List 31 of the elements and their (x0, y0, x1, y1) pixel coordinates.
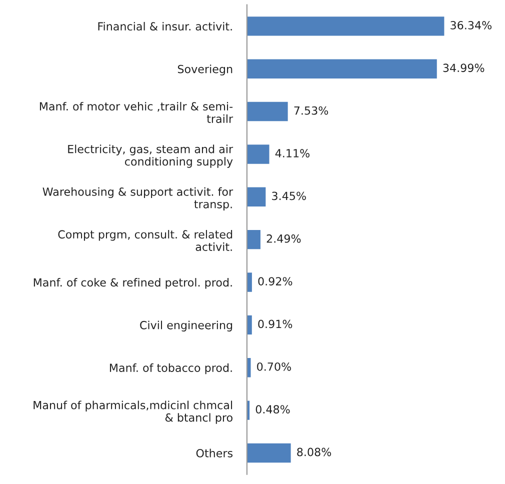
y-tick-label: Manf. of coke & refined petrol. prod. (34, 278, 232, 289)
y-tick-label: Manf. of tobacco prod. (110, 363, 232, 374)
bar (246, 59, 437, 78)
y-tick-label: Financial & insur. activit. (98, 22, 232, 31)
y-tick-label: Compt prgm, consult. & related activit. (58, 230, 232, 252)
data-label: 34.99% (443, 64, 484, 72)
y-tick-label: Manf. of motor vehic ,trailr & semi- trailr (40, 102, 234, 123)
y-tick-label: Soveriegn (178, 64, 232, 76)
y-tick-label: Manuf of pharmicals,mdicinl chmcal & btancl pro (34, 400, 232, 424)
bar (246, 315, 252, 335)
y-tick-label: Electricity, gas, steam and air conditioning supply (68, 144, 234, 168)
data-label: 0.70% (257, 362, 291, 371)
data-label: 7.53% (294, 106, 328, 115)
bar (246, 102, 288, 122)
data-label: 0.48% (256, 405, 290, 414)
y-tick-label: Others (196, 448, 233, 458)
data-label: 0.92% (258, 277, 292, 286)
data-label: 4.11% (275, 149, 310, 158)
data-label: 2.49% (266, 234, 301, 243)
data-label: 0.91% (258, 320, 292, 328)
y-tick-label: Civil engineering (140, 320, 232, 332)
bar (246, 443, 291, 463)
y-tick-label: Warehousing & support activit. for transp. (42, 187, 234, 210)
bar (246, 272, 252, 292)
bar (246, 16, 444, 36)
data-label: 3.45% (272, 192, 306, 200)
data-label: 8.08% (297, 448, 332, 456)
data-label: 36.34% (450, 21, 492, 30)
bar (246, 144, 270, 164)
bar (246, 230, 260, 250)
bar (246, 187, 266, 207)
